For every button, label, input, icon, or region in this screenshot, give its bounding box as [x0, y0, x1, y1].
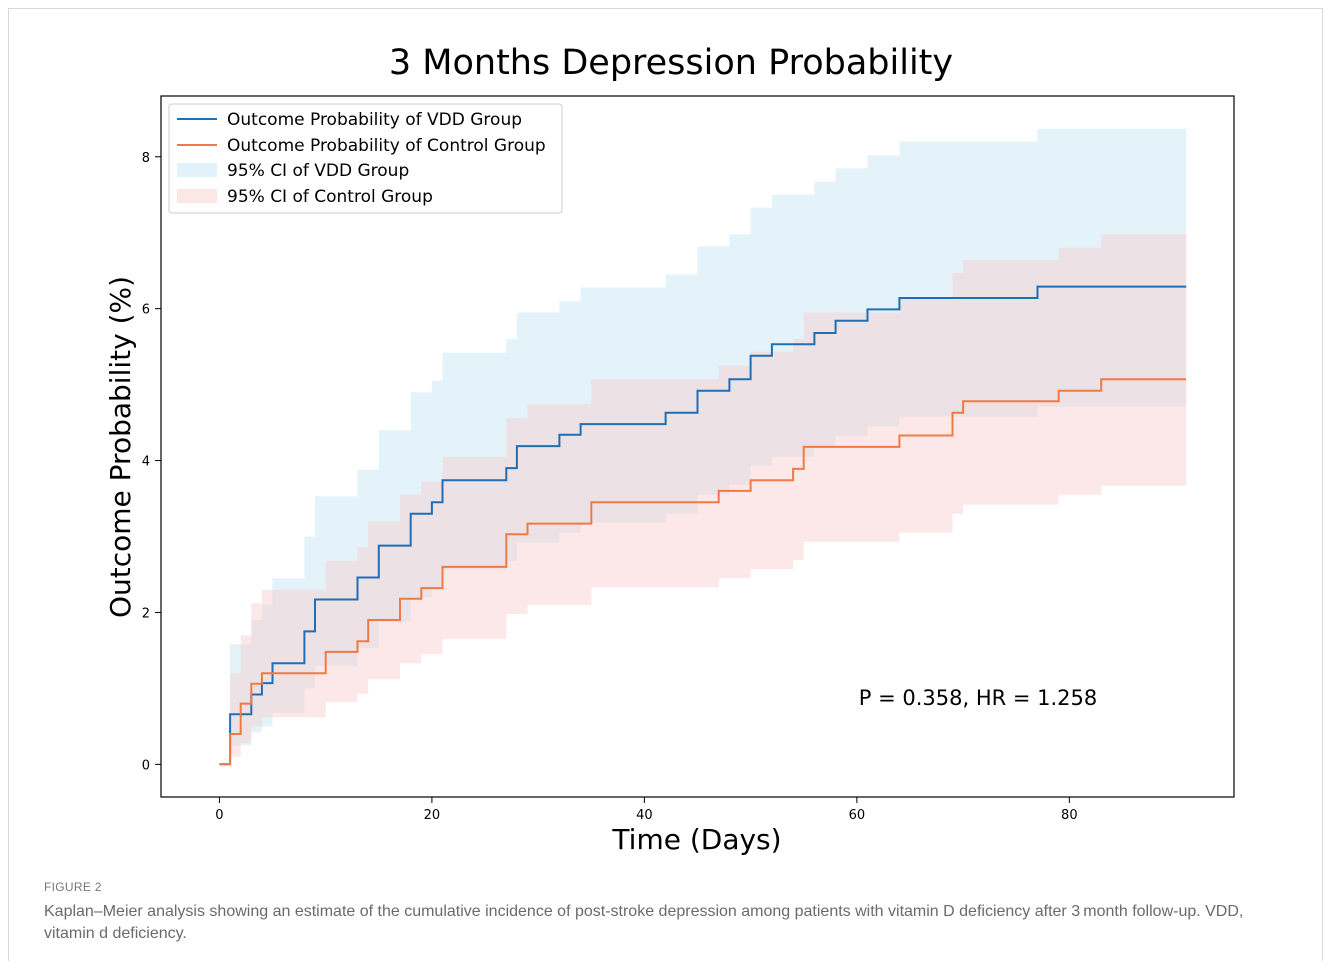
y-axis: 0 2 4 6 8: [142, 151, 161, 773]
legend: Outcome Probability of VDD Group Outcome…: [168, 103, 563, 214]
y-axis-label: Outcome Probability (%): [104, 276, 137, 618]
x-tick-label: 60: [849, 808, 866, 823]
figure-caption: Kaplan–Meier analysis showing an estimat…: [44, 903, 1244, 942]
series-line-vdd: [219, 285, 1187, 766]
legend-swatch-ci-control: [177, 189, 217, 203]
legend-label-ci-vdd: 95% CI of VDD Group: [227, 161, 409, 181]
legend-label-control: Outcome Probability of Control Group: [227, 136, 546, 156]
y-tick-label: 2: [142, 606, 150, 621]
plot-frame: [160, 95, 1235, 798]
plot-area: [219, 128, 1187, 766]
ci-band-vdd: [219, 128, 1187, 765]
km-chart: 3 Months Depression Probability 0 20 40 60 8…: [104, 43, 1235, 856]
series-line-control: [219, 378, 1187, 766]
x-tick-label: 0: [215, 808, 223, 823]
x-tick-label: 80: [1061, 808, 1078, 823]
x-axis: 0 20 40 60 80: [215, 797, 1078, 823]
figure-frame: [8, 8, 1323, 961]
x-tick-label: 40: [636, 808, 653, 823]
legend-label-ci-control: 95% CI of Control Group: [227, 187, 433, 207]
figure-label: FIGURE 2: [44, 880, 102, 894]
y-tick-label: 6: [142, 303, 150, 318]
ci-band-control: [219, 234, 1187, 765]
stats-annotation: P = 0.358, HR = 1.258: [859, 686, 1098, 710]
legend-box: [168, 103, 563, 214]
legend-label-vdd: Outcome Probability of VDD Group: [227, 110, 522, 130]
x-tick-label: 20: [424, 808, 441, 823]
legend-swatch-ci-vdd: [177, 163, 217, 177]
y-tick-label: 0: [142, 758, 150, 773]
chart-title: 3 Months Depression Probability: [389, 43, 953, 83]
x-axis-label: Time (Days): [611, 823, 781, 856]
y-tick-label: 4: [142, 455, 150, 470]
y-tick-label: 8: [142, 151, 150, 166]
